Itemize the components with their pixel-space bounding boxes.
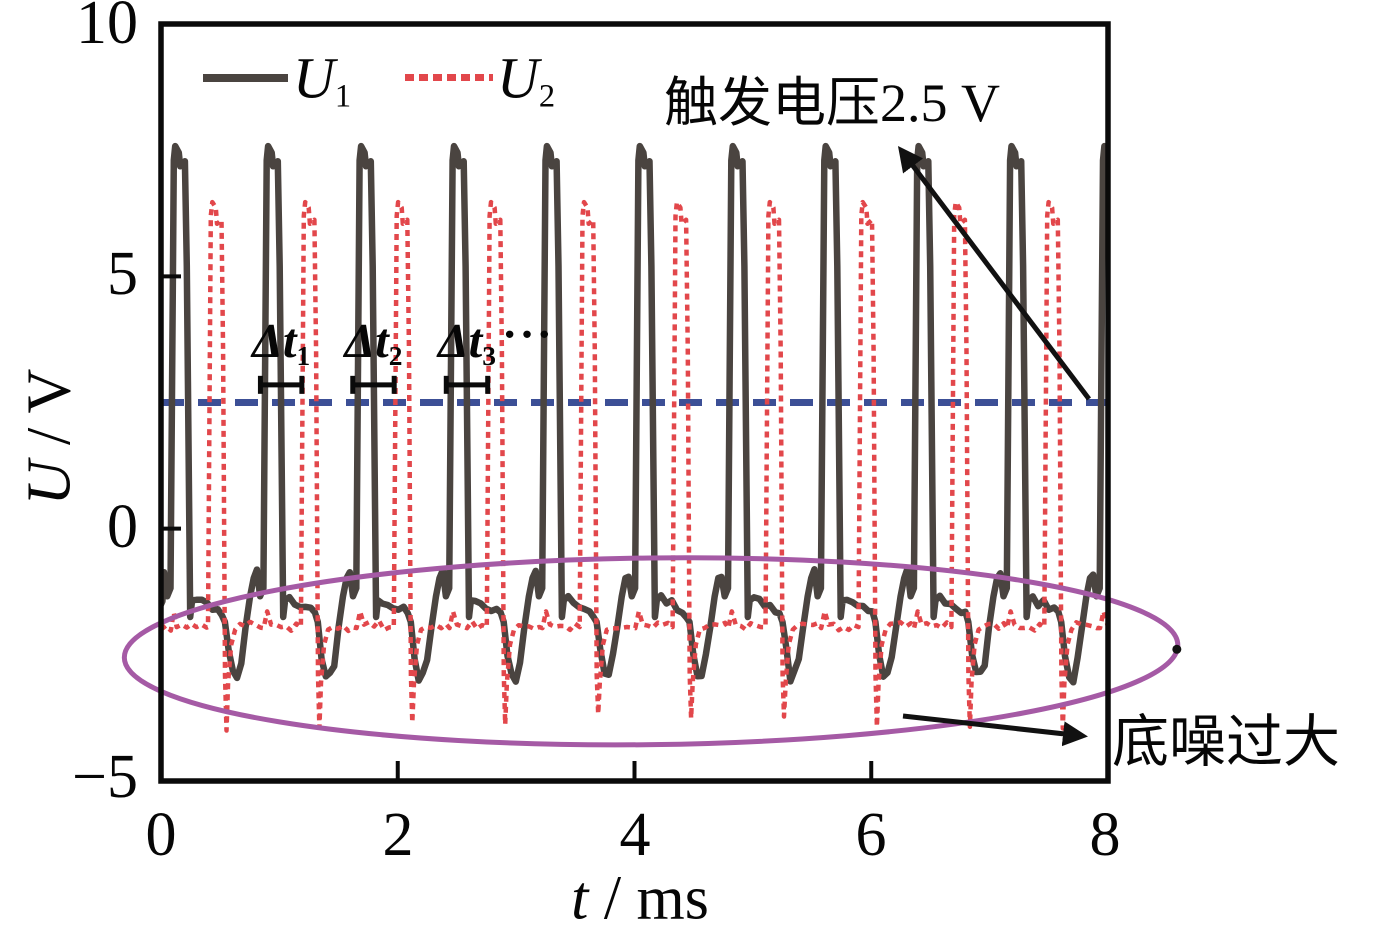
- x-tick-label: 4: [619, 801, 651, 869]
- noise-annotation-arrow: [902, 713, 1088, 747]
- delta-t1-text: Δt: [252, 313, 297, 369]
- y-tick-label: 5: [107, 240, 138, 309]
- waveform-layer: [161, 142, 1108, 733]
- legend-u1-subscript: 1: [334, 78, 352, 115]
- delta-t-bracket: [350, 375, 397, 394]
- x-tick-label: 2: [382, 801, 414, 869]
- y-tick-label: −5: [72, 743, 138, 812]
- trigger-annotation-arrow: [897, 146, 1091, 401]
- x-axis-label: t / ms: [571, 864, 709, 929]
- x-tick-label: 6: [855, 801, 887, 869]
- legend-u2-subscript: 2: [538, 78, 556, 115]
- x-tick-label: 8: [1089, 801, 1121, 869]
- delta-t1-label: Δt1: [252, 312, 310, 372]
- legend-u2-symbol: U: [497, 45, 539, 111]
- delta-t3-text: Δt: [437, 313, 483, 369]
- delta-t2-subscript: 2: [388, 340, 403, 371]
- noise-floor-annotation: 底噪过大: [1112, 711, 1340, 774]
- legend-label-u2: U2: [497, 44, 555, 115]
- delta-t2-label: Δt2: [344, 312, 402, 372]
- u1-waveform: [161, 142, 1108, 686]
- y-tick-label: 10: [76, 0, 138, 58]
- x-axis-symbol: t: [571, 864, 589, 929]
- y-axis-unit: / V: [15, 368, 84, 461]
- delta-t3-subscript: 3: [482, 340, 497, 371]
- y-tick-label: 0: [107, 493, 138, 562]
- x-tick-label: 0: [145, 801, 177, 869]
- delta-t2-text: Δt: [344, 313, 389, 369]
- u2-waveform: [161, 199, 1108, 733]
- legend-label-u1: U1: [293, 44, 351, 115]
- delta-t3-label: Δt3: [438, 312, 496, 372]
- y-axis-label: U / V: [15, 369, 86, 506]
- delta-t-bracket: [443, 375, 491, 394]
- legend-line-u1: [203, 74, 288, 82]
- trigger-voltage-annotation: 触发电压2.5 V: [664, 73, 1000, 133]
- y-axis-symbol: U: [15, 460, 84, 506]
- legend-u1-symbol: U: [293, 45, 335, 111]
- x-axis-unit: / ms: [588, 864, 709, 929]
- plot-frame: [158, 21, 1111, 784]
- ellipse-end-dot: [1172, 644, 1182, 654]
- noise-floor-ellipse: [121, 555, 1181, 748]
- delta-t-ellipsis: ···: [501, 308, 555, 360]
- delta-t1-subscript: 1: [296, 340, 311, 371]
- legend-line-u2: [405, 74, 493, 81]
- delta-t-bracket: [257, 375, 305, 394]
